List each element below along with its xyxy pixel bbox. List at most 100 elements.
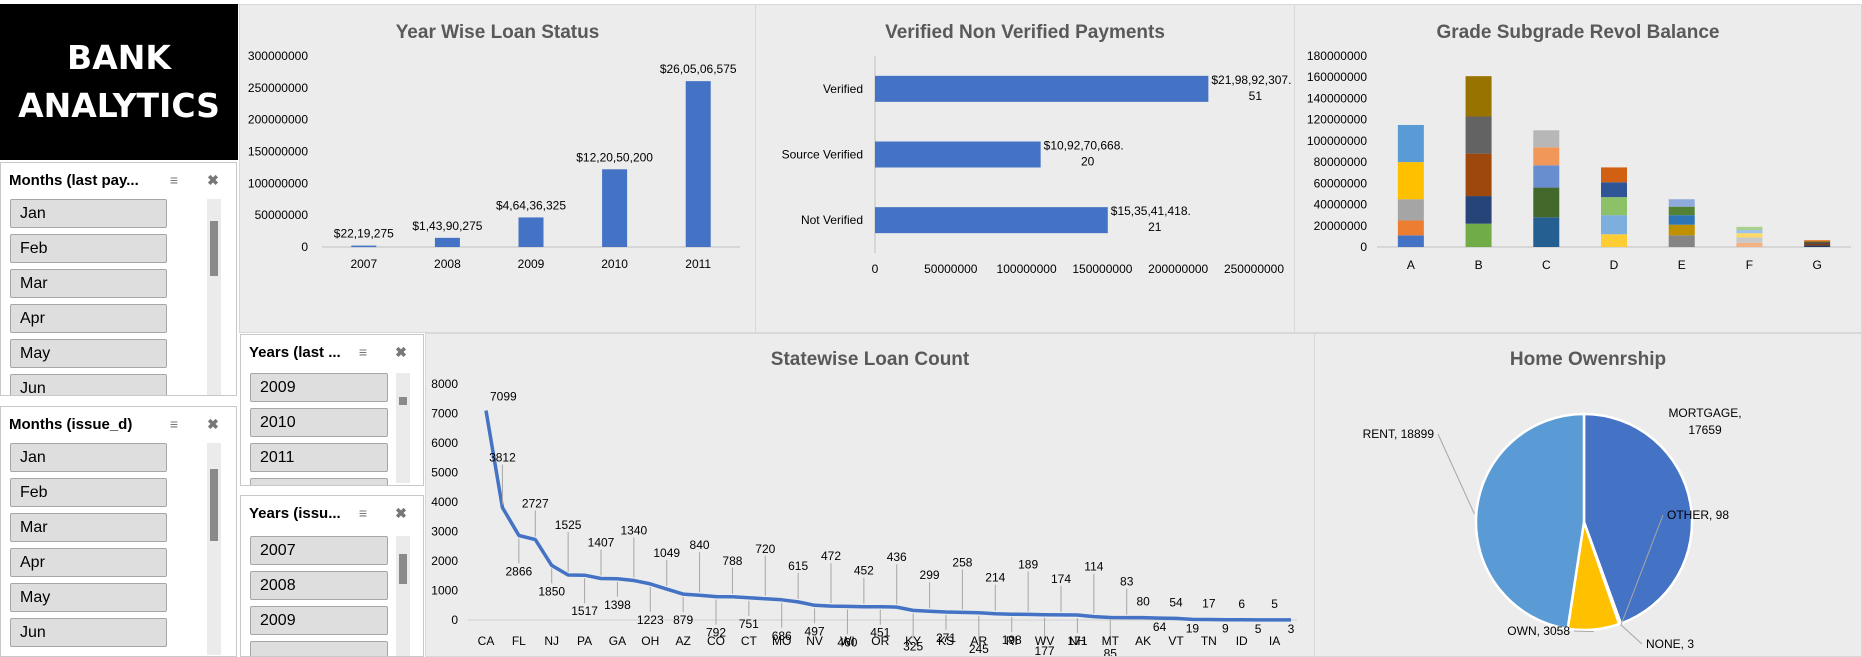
bar-segment: [1804, 245, 1831, 247]
x-tick-label: CA: [478, 634, 495, 648]
data-label: 21: [1148, 220, 1162, 234]
multi-select-icon[interactable]: ≡: [169, 416, 179, 432]
multi-select-icon[interactable]: ≡: [358, 505, 368, 521]
y-tick-label: 60000000: [1314, 176, 1368, 190]
x-tick-label: 50000000: [924, 262, 978, 276]
slicer-item[interactable]: Feb: [10, 478, 167, 507]
scrollbar-thumb[interactable]: [399, 397, 407, 405]
x-tick-label: 2007: [350, 257, 377, 271]
chart-svg: Verified $21,98,92,307. 51 Source Verified $…: [782, 56, 1291, 276]
slicer-scrollbar[interactable]: [207, 199, 221, 395]
data-label: 792: [706, 626, 726, 640]
y-tick-label: 100000000: [1307, 134, 1367, 148]
slicer-years-issue[interactable]: Years (issu... ≡ ✖ 2007 2008 2009: [240, 495, 424, 657]
data-label: 245: [969, 642, 989, 656]
slicer-item[interactable]: Mar: [10, 513, 167, 542]
x-tick-label: 2011: [685, 257, 711, 271]
scrollbar-thumb[interactable]: [210, 469, 218, 541]
chart-year-wise-loan-status[interactable]: Year Wise Loan Status 0 50000000 100000000…: [239, 4, 756, 333]
data-label: 751: [739, 617, 759, 631]
slicer-scrollbar[interactable]: [207, 443, 221, 655]
data-label: 1340: [621, 523, 648, 537]
slicer-item[interactable]: 2009: [250, 373, 388, 402]
slicer-item[interactable]: Feb: [10, 234, 167, 263]
chart-home-ownership[interactable]: Home Owenrship MORTGAGE, 17659 NONE, 3 OTHE…: [1314, 333, 1862, 657]
bar-segment: [1601, 215, 1627, 235]
slicer-item[interactable]: Apr: [10, 548, 167, 577]
slicer-item[interactable]: 2011: [250, 443, 388, 472]
scrollbar-thumb[interactable]: [399, 554, 407, 584]
bar-segment: [1736, 230, 1763, 234]
bar-segment: [1668, 206, 1695, 216]
x-tick-label: NJ: [544, 634, 559, 648]
bar-segment: [1601, 234, 1627, 247]
slicer-years-last[interactable]: Years (last ... ≡ ✖ 2009 2010 2011: [240, 334, 424, 486]
slicer-scrollbar[interactable]: [396, 373, 410, 483]
data-label: NONE, 3: [1646, 637, 1694, 651]
y-tick-label: 160000000: [1307, 70, 1367, 84]
data-label: 451: [870, 626, 890, 640]
clear-filter-icon[interactable]: ✖: [395, 344, 407, 360]
slicer-item[interactable]: Jan: [10, 443, 167, 472]
data-label: 17659: [1688, 423, 1722, 437]
data-label: 1049: [653, 546, 680, 560]
data-label: RENT, 18899: [1363, 427, 1435, 441]
data-label: 1850: [538, 584, 565, 598]
scrollbar-thumb[interactable]: [210, 221, 218, 276]
x-tick-label: OR: [871, 634, 889, 648]
y-tick-label: 300000000: [248, 49, 308, 63]
slicer-item[interactable]: May: [10, 583, 167, 612]
clear-filter-icon[interactable]: ✖: [395, 505, 407, 521]
slicer-scrollbar[interactable]: [396, 536, 410, 656]
slicer-months-last-pay[interactable]: Months (last pay... ≡ ✖ Jan Feb Mar Apr …: [0, 162, 237, 396]
category-label: Verified: [823, 82, 863, 96]
y-tick-label: 250000000: [248, 81, 308, 95]
slicer-item[interactable]: Jun: [10, 374, 167, 395]
x-tick-label: 2009: [518, 257, 545, 271]
x-tick-label: AR: [971, 634, 988, 648]
x-tick-label: NV: [806, 634, 823, 648]
clear-filter-icon[interactable]: ✖: [207, 172, 219, 188]
multi-select-icon[interactable]: ≡: [169, 172, 179, 188]
slicer-item[interactable]: Apr: [10, 304, 167, 333]
data-label: 472: [821, 549, 841, 563]
x-tick-label: 2008: [434, 257, 461, 271]
slicer-item[interactable]: Jan: [10, 199, 167, 228]
slicer-header: Months (issue_d) ≡ ✖: [1, 407, 236, 441]
bar: [351, 245, 377, 248]
data-label: 85: [1104, 646, 1118, 656]
multi-select-icon[interactable]: ≡: [358, 344, 368, 360]
x-tick-label: 100000000: [997, 262, 1057, 276]
slicer-title: Months (issue_d): [9, 415, 133, 433]
slicer-item[interactable]: [250, 641, 388, 656]
slicer-item[interactable]: Mar: [10, 269, 167, 298]
chart-title: Grade Subgrade Revol Balance: [1436, 22, 1720, 43]
chart-title: Statewise Loan Count: [770, 349, 970, 370]
bar: [875, 75, 1209, 102]
slicer-months-issue-d[interactable]: Months (issue_d) ≡ ✖ Jan Feb Mar Apr May…: [0, 406, 237, 657]
bar-segment: [1397, 235, 1424, 247]
x-tick-label: NH: [1069, 634, 1086, 648]
slicer-item[interactable]: 2010: [250, 408, 388, 437]
dashboard-logo: BANK ANALYTICS: [0, 4, 238, 160]
bar-segment: [1668, 224, 1695, 236]
y-tick-label: 5000: [431, 466, 458, 480]
chart-statewise-loan-count[interactable]: Statewise Loan Count 0 1000 2000 3000 4000 50…: [425, 333, 1315, 657]
clear-filter-icon[interactable]: ✖: [207, 416, 219, 432]
chart-grade-subgrade[interactable]: Grade Subgrade Revol Balance 0 20000000 40…: [1294, 4, 1862, 333]
bar-segment: [1804, 241, 1831, 243]
bar-segment: [1736, 233, 1763, 238]
bar-segment: [1397, 199, 1424, 221]
y-tick-label: 180000000: [1307, 49, 1367, 63]
slicer-item[interactable]: 2007: [250, 536, 388, 565]
x-tick-label: G: [1812, 258, 1821, 272]
slicer-item[interactable]: Jun: [10, 618, 167, 647]
slicer-item[interactable]: May: [10, 339, 167, 368]
chart-title: Year Wise Loan Status: [395, 22, 600, 43]
y-tick-label: 200000000: [248, 113, 308, 127]
slicer-item[interactable]: 2008: [250, 571, 388, 600]
slicer-header: Years (last ... ≡ ✖: [241, 335, 423, 369]
slicer-item[interactable]: 2009: [250, 606, 388, 635]
chart-verified-payments[interactable]: Verified Non Verified Payments Verified $…: [755, 4, 1295, 333]
slicer-item[interactable]: [250, 478, 388, 485]
